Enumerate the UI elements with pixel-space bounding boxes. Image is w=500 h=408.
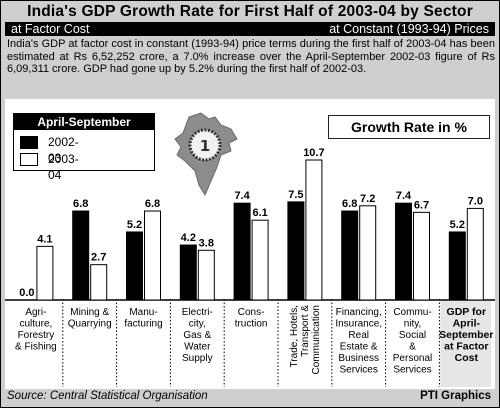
data-label-2003-04-0: 4.1 [37,233,52,245]
category-label-5: Trade, Hotels,Transport &Communication [289,305,322,375]
category-label-line: September [439,329,493,341]
category-label-line: Social [399,330,426,341]
subtitle-right: at Constant (1993-94) Prices [329,22,489,36]
category-label-line: Quarrying [68,319,112,330]
legend-title: April-September [14,114,154,130]
data-label-2003-04-5: 10.7 [303,147,324,159]
category-label-line: truction [235,319,268,330]
data-label-2003-04-7: 6.7 [414,199,429,211]
category-label-line: Mining & [70,307,109,318]
legend-swatch-light [20,153,38,166]
category-label-line: at Factor [444,341,488,353]
bar-2003-04-8 [466,207,484,301]
category-label-2: Manu-facturing [124,307,162,330]
category-label-line: culture, [20,319,53,330]
chart-title: India's GDP Growth Rate for First Half o… [27,3,473,20]
subtitle-left: at Factor Cost [11,22,90,36]
category-label-line: Communication [311,305,322,374]
category-label-7: Commu-nity, Social & Personal Services [393,307,432,376]
bar-2003-04-5 [305,159,323,301]
data-label-2002-03-1: 6.8 [73,198,88,210]
data-label-2002-03-8: 5.2 [450,219,465,231]
category-label-line: & Fishing [15,342,57,353]
category-label-line: Agri- [25,307,46,318]
bar-2003-04-4 [251,219,269,301]
category-label-line: Supply [182,353,213,364]
category-label-line: Electri- [182,307,213,318]
legend-swatch-dark [20,136,38,149]
category-label-line: Estate & [340,342,378,353]
data-label-2002-03-0: 0.0 [19,287,34,299]
legend-label-2002: 2002-03 [48,135,79,165]
bar-2002-03-8 [448,231,466,301]
legend: April-September 2002-03 2003-04 [13,113,155,182]
data-label-2003-04-6: 7.2 [360,193,375,205]
category-label-line: April- [453,318,481,330]
category-label-line: Water [184,342,211,353]
category-label-line: Insurance, [335,319,382,330]
bar-2002-03-4 [233,202,251,301]
bar-2002-03-3 [179,244,197,301]
category-label-line: Manu- [129,307,157,318]
category-label-0: Agri-culture, Forestry & Fishing [15,307,57,353]
growth-rate-label: Growth Rate in % [328,115,490,139]
bar-chart: 0.06.85.24.27.4 7.56.87.45.24.12.76.83.86… [5,147,495,387]
category-label-line: & [409,342,416,353]
data-label-2002-03-4: 7.4 [234,190,250,202]
data-label-2003-04-3: 3.8 [199,237,214,249]
category-label-line: Trade, Hotels, [289,305,300,367]
category-label-line: Services [340,365,378,376]
category-label-1: Mining & Quarrying [68,307,112,330]
category-label-line: Transport & [300,305,311,357]
category-label-line: facturing [124,319,162,330]
bar-2002-03-2 [126,231,143,301]
category-label-line: Gas & [183,330,211,341]
data-label-2002-03-3: 4.2 [181,232,196,244]
category-label-line: GDP for [447,306,486,318]
category-label-line: Cost [455,352,479,364]
category-label-line: nity, [404,319,422,330]
bar-2003-04-6 [359,205,377,301]
india-map-coin-icon: 1 [174,112,238,197]
category-label-line: Forestry [18,330,55,341]
data-label-2002-03-6: 6.8 [342,198,357,210]
credit-note: PTI Graphics [420,390,491,402]
bar-2003-04-1 [90,264,108,301]
svg-text:1: 1 [200,137,210,155]
bar-2002-03-7 [395,202,412,301]
category-label-4: Cons-truction [235,307,268,330]
category-label-line: Cons- [238,307,265,318]
bar-2003-04-2 [144,210,161,301]
legend-label-2003: 2003-04 [48,152,79,182]
category-label-6: Financing, Insurance, Real Estate & Business… [335,307,382,376]
data-label-2003-04-4: 6.1 [252,207,267,219]
category-label-line: Financing, [336,307,382,318]
data-label-2002-03-2: 5.2 [127,219,142,231]
bar-2003-04-3 [197,249,215,301]
source-note: Source: Central Statistical Organisation [7,390,208,402]
category-label-line: city, [189,319,206,330]
data-label-2003-04-2: 6.8 [145,198,160,210]
data-label-2002-03-7: 7.4 [396,190,412,202]
data-label-2003-04-1: 2.7 [91,252,106,264]
category-label-line: Commu- [393,307,431,318]
data-label-2002-03-5: 7.5 [288,189,303,201]
gdp-column-highlight [440,301,492,387]
bar-2002-03-5 [287,201,305,301]
bar-2003-04-7 [413,211,430,301]
bar-2002-03-1 [72,210,90,301]
bar-2003-04-0 [36,245,54,301]
category-label-line: Services [393,365,431,376]
category-label-8: GDP for April-September at Factor Cost [439,306,493,364]
data-label-2003-04-8: 7.0 [468,195,483,207]
category-label-line: Real [348,330,369,341]
category-label-line: Personal [393,353,432,364]
bar-2002-03-6 [341,210,359,301]
category-label-line: Business [338,353,379,364]
category-label-3: Electri-city, Gas & Water Supply [182,307,213,364]
description-text: India's GDP at factor cost in constant (… [7,38,495,75]
subtitle-bar: at Factor Cost at Constant (1993-94) Pri… [5,22,495,36]
